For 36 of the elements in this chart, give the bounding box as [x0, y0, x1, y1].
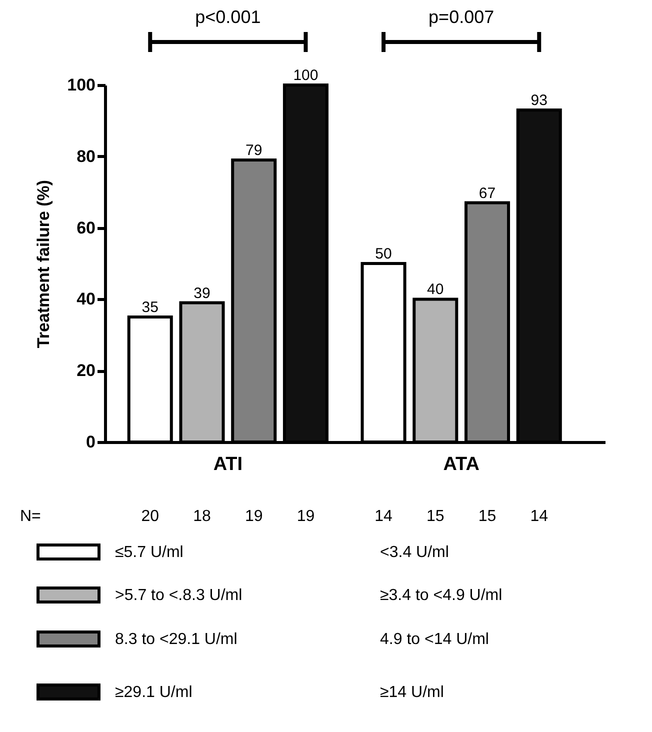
text: 4.9 to <14 U/ml	[380, 631, 489, 648]
data-label: 39	[194, 284, 210, 302]
x-tick-label: ATA	[443, 454, 480, 475]
y-tick-label: 20	[76, 361, 96, 380]
legend-label: 8.3 to <29.1 U/ml	[115, 631, 238, 648]
x-tick-label: ATI	[213, 454, 243, 475]
y-tick-label: 80	[76, 146, 96, 166]
text: ≥3.4 to <4.9 U/ml	[380, 587, 502, 604]
legend-label: ≥29.1 U/ml	[115, 684, 192, 701]
text: 14	[530, 508, 548, 525]
data-label: 93	[530, 92, 548, 109]
legend-label: ≤5.7 U/ml	[115, 544, 184, 561]
data-label: 79	[246, 142, 262, 159]
text: ≥14 U/ml	[380, 684, 444, 701]
data-label: 40	[427, 281, 444, 298]
text: 19	[296, 508, 315, 525]
text: 20	[141, 508, 160, 525]
y-tick-label: 100	[67, 76, 96, 94]
text: 19	[244, 508, 263, 525]
data-label: 50	[375, 246, 392, 262]
y-tick-label: 0	[86, 432, 96, 452]
text: p=0.007	[428, 7, 494, 27]
text: 15	[478, 508, 496, 525]
text: 18	[193, 508, 211, 525]
text: 15	[426, 508, 444, 525]
data-label: 100	[293, 67, 318, 84]
text: p<0.001	[195, 7, 261, 27]
text: <3.4 U/ml	[380, 544, 449, 561]
y-axis-title: Treatment failure (%)	[34, 180, 54, 348]
y-tick-label: 60	[76, 218, 96, 238]
text: N=	[20, 508, 41, 525]
text: 14	[374, 508, 393, 525]
y-tick-label: 40	[76, 290, 96, 309]
data-label: 35	[142, 299, 158, 316]
data-label: 67	[478, 184, 496, 202]
legend-label: >5.7 to <.8.3 U/ml	[115, 587, 242, 604]
